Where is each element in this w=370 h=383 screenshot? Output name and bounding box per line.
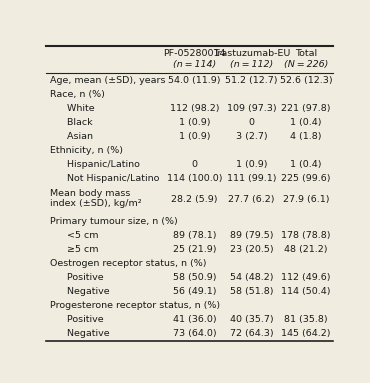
Text: Primary tumour size, n (%): Primary tumour size, n (%)	[50, 216, 178, 226]
Text: White: White	[61, 104, 94, 113]
Text: 23 (20.5): 23 (20.5)	[230, 245, 273, 254]
Text: 58 (50.9): 58 (50.9)	[173, 273, 216, 282]
Text: PF-05280014: PF-05280014	[164, 49, 226, 58]
Text: 54 (48.2): 54 (48.2)	[230, 273, 273, 282]
Text: 73 (64.0): 73 (64.0)	[173, 329, 216, 338]
Text: 1 (0.4): 1 (0.4)	[290, 160, 322, 169]
Text: Race, n (%): Race, n (%)	[50, 90, 105, 99]
Text: 1 (0.4): 1 (0.4)	[290, 118, 322, 127]
Text: <5 cm: <5 cm	[61, 231, 98, 240]
Text: 58 (51.8): 58 (51.8)	[230, 287, 273, 296]
Text: Trastuzumab-EU: Trastuzumab-EU	[213, 49, 290, 58]
Text: Mean body mass: Mean body mass	[50, 189, 130, 198]
Text: 0: 0	[249, 118, 255, 127]
Text: 72 (64.3): 72 (64.3)	[230, 329, 273, 338]
Text: Progesterone receptor status, n (%): Progesterone receptor status, n (%)	[50, 301, 220, 310]
Text: (N = 226): (N = 226)	[284, 60, 328, 69]
Text: 48 (21.2): 48 (21.2)	[284, 245, 328, 254]
Text: Ethnicity, n (%): Ethnicity, n (%)	[50, 146, 123, 155]
Text: 145 (64.2): 145 (64.2)	[281, 329, 331, 338]
Text: Positive: Positive	[61, 315, 103, 324]
Text: 114 (50.4): 114 (50.4)	[281, 287, 331, 296]
Text: 89 (79.5): 89 (79.5)	[230, 231, 273, 240]
Text: 1 (0.9): 1 (0.9)	[179, 118, 211, 127]
Text: 40 (35.7): 40 (35.7)	[230, 315, 273, 324]
Text: 25 (21.9): 25 (21.9)	[173, 245, 216, 254]
Text: 56 (49.1): 56 (49.1)	[173, 287, 216, 296]
Text: Hispanic/Latino: Hispanic/Latino	[61, 160, 139, 169]
Text: Black: Black	[61, 118, 92, 127]
Text: 81 (35.8): 81 (35.8)	[284, 315, 328, 324]
Text: 41 (36.0): 41 (36.0)	[173, 315, 216, 324]
Text: 109 (97.3): 109 (97.3)	[227, 104, 276, 113]
Text: Age, mean (±SD), years: Age, mean (±SD), years	[50, 75, 165, 85]
Text: 27.9 (6.1): 27.9 (6.1)	[283, 195, 329, 205]
Text: 3 (2.7): 3 (2.7)	[236, 132, 268, 141]
Text: 221 (97.8): 221 (97.8)	[281, 104, 331, 113]
Text: 1 (0.9): 1 (0.9)	[236, 160, 267, 169]
Text: 225 (99.6): 225 (99.6)	[281, 174, 331, 183]
Text: 114 (100.0): 114 (100.0)	[167, 174, 222, 183]
Text: 51.2 (12.7): 51.2 (12.7)	[225, 75, 278, 85]
Text: Positive: Positive	[61, 273, 103, 282]
Text: 27.7 (6.2): 27.7 (6.2)	[228, 195, 275, 205]
Text: 4 (1.8): 4 (1.8)	[290, 132, 322, 141]
Text: (n = 112): (n = 112)	[230, 60, 273, 69]
Text: (n = 114): (n = 114)	[173, 60, 216, 69]
Text: 0: 0	[192, 160, 198, 169]
Text: Negative: Negative	[61, 287, 109, 296]
Text: 1 (0.9): 1 (0.9)	[179, 132, 211, 141]
Text: 89 (78.1): 89 (78.1)	[173, 231, 216, 240]
Text: Not Hispanic/Latino: Not Hispanic/Latino	[61, 174, 159, 183]
Text: 178 (78.8): 178 (78.8)	[281, 231, 331, 240]
Text: 28.2 (5.9): 28.2 (5.9)	[171, 195, 218, 205]
Text: 52.6 (12.3): 52.6 (12.3)	[280, 75, 332, 85]
Text: 54.0 (11.9): 54.0 (11.9)	[168, 75, 221, 85]
Text: Negative: Negative	[61, 329, 109, 338]
Text: Asian: Asian	[61, 132, 92, 141]
Text: ≥5 cm: ≥5 cm	[61, 245, 98, 254]
Text: 112 (49.6): 112 (49.6)	[281, 273, 331, 282]
Text: index (±SD), kg/m²: index (±SD), kg/m²	[50, 200, 141, 208]
Text: Oestrogen receptor status, n (%): Oestrogen receptor status, n (%)	[50, 259, 206, 268]
Text: Total: Total	[295, 49, 317, 58]
Text: 111 (99.1): 111 (99.1)	[227, 174, 276, 183]
Text: 112 (98.2): 112 (98.2)	[170, 104, 219, 113]
